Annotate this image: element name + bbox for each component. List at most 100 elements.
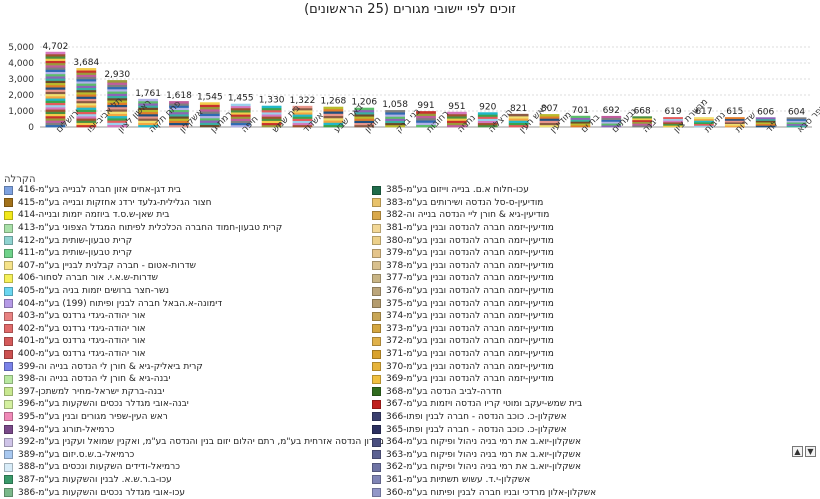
bar-segment [107,91,128,94]
bar-segment [416,122,436,126]
legend-swatch [4,462,13,472]
bar-segment [477,116,498,119]
legend-item[interactable]: אשקלון-כ. כוכב הנדסה - חברה לבנין ופתו-3… [372,423,752,436]
legend-item[interactable]: אשקלון-י.ד. עשוש תשתיות בע"מ-361 [372,474,752,487]
legend-item[interactable]: אור יהודה-גיגדי גרדנס בע"מ-403 [4,310,384,323]
legend-item[interactable]: נשר-חצר ברושים יזמות בניה בע"מ-405 [4,285,384,298]
legend-item[interactable]: מודיעין-ס-סל הנדסה ושירותים בע"מ-383 [372,197,752,210]
legend-item[interactable]: כרמיאל-תורוג בע"מ-394 [4,423,384,436]
bar-segment [199,113,220,117]
bar-segment [632,119,653,122]
value-label: 3,684 [73,58,99,68]
bar-segment [76,107,97,110]
legend-title: הקרלה [4,174,36,185]
bar-segment [138,122,158,126]
legend-label: מודיעין-יזמה חברה להנדסה ובנין בע"מ-373 [386,323,554,334]
bar-segment [632,125,653,128]
bar-segment [107,95,128,99]
legend-item[interactable]: מודיעין-יזמה חברה להנדסה ובנין בע"מ-370 [372,360,752,373]
legend-item[interactable]: מודיעין-יזמה חברה להנדסה ובנין בע"מ-373 [372,323,752,336]
bar-segment [446,120,467,123]
legend-item[interactable]: יבנה-גיא & חורן לי הנדסה בנייה וה-398 [4,373,384,386]
bar-segment [385,116,406,119]
legend-scroll-up-button[interactable]: ▲ [792,446,803,457]
legend-item[interactable]: מודיעין-גיא & חורן ליי הנדסה בנייה וה-38… [372,209,752,222]
legend-item[interactable]: אור יהודה-גיגדי גרדנס בע"מ-402 [4,323,384,336]
legend-item[interactable]: מודיעין-יזמה חברה להנדסה ובנין בע"מ-377 [372,272,752,285]
legend-item[interactable]: אור יהודה-גיגדי גרדנס בע"מ-400 [4,348,384,361]
legend-item[interactable]: מודיעין-יזמה חברה להנדסה ובנין בע"מ-372 [372,335,752,348]
legend-swatch [4,387,13,397]
legend-item[interactable]: מודיעין-יזמה חברה להנדסה ובנין בע"מ-380 [372,234,752,247]
legend-label: אור יהודה-גיגדי גרדנס בע"מ-401 [18,336,146,347]
bar-segment [786,118,807,121]
legend-label: עכו-ב.ר.ש.א. לבנין והשקעות בע"מ-387 [18,474,172,485]
legend-item[interactable]: יבנה-אובי מגדלר נכסים והשקעות בע"מ-396 [4,398,384,411]
legend-item[interactable]: מודיעין-יזמה חברה להנדסה ובנין בע"מ-369 [372,373,752,386]
bar-segment [261,120,282,124]
legend-swatch [372,299,381,309]
bar-segment [632,123,653,126]
legend-item[interactable]: יבנה-ברקת ישראל-מחיר למשתכן-397 [4,386,384,399]
legend-label: מודיעין-גיא & חורן ליי הנדסה בנייה וה-38… [386,210,550,221]
legend-item[interactable]: בית דגן-אחים אזון חברה לבנייה בע"מ-416 [4,184,384,197]
legend-scroll-down-button[interactable]: ▼ [805,446,816,457]
legend-item[interactable]: מודיעין-יזמה חברה להנדסה ובנין בע"מ-371 [372,348,752,361]
legend-item[interactable]: מודיעין-יזמה חברה להנדסה ובנין בע"מ-378 [372,260,752,273]
value-label: 668 [634,106,651,116]
bar-segment [663,120,683,123]
legend-item[interactable]: קרית טבעון-חמוד החברה הכלכלית לפיתוח המג… [4,222,384,235]
legend-item[interactable]: דימונה-א.הבאל חברה לבנין ופיתוח (199) בע… [4,297,384,310]
legend-label: אשקלון-יוא.ב את רמי בניה ניהול ופיקוח בע… [386,449,581,460]
legend-item[interactable]: מודיעין-יזמה חברה להנדסה ובנין בע"מ-381 [372,222,752,235]
legend-item[interactable]: כרמיאל-ב.ש.ס.יזום בע"מ-389 [4,448,384,461]
bar-segment [755,125,776,128]
bar-segment [169,122,189,126]
bar-segment [45,73,66,77]
legend-item[interactable]: חדרה-לביב הנדסה בע"מ-368 [372,386,752,399]
legend-item[interactable]: עכו-אובי מגדלר נכסים והשקעות בע"מ-386 [4,486,384,499]
legend-item[interactable]: חצור הגלילית-גלעד ירדנ אחזקות ובנייה בע"… [4,197,384,210]
legend-item[interactable]: מודיעין-יזמה חברה להנדסה ובנין בע"מ-376 [372,285,752,298]
bar-segment [107,120,128,123]
legend-label: שדרות-אטום - חברה קבלנית לבניין בע"מ-407 [18,260,197,271]
bar-segment [354,111,375,115]
legend-swatch [4,475,13,485]
legend-item[interactable]: מודיעין-יזמה חברה להנדסה ובנין בע"מ-379 [372,247,752,260]
legend-item[interactable]: עכו-חלוח א.ם. בנייה וייזום בע"מ-385 [372,184,752,197]
legend-swatch [372,223,381,233]
legend-item[interactable]: קרית טבעון-שותית בע"מ-412 [4,234,384,247]
legend-item[interactable]: קרית ביאליק-גיא & חורן לי הנדסה בנייה וה… [4,360,384,373]
bar-segment [169,114,189,117]
legend-item[interactable]: אור יהודה-גיגדי גרדנס בע"מ-401 [4,335,384,348]
chevron-down-icon: ▼ [807,447,814,456]
legend-item[interactable]: ראש העין-שפיר מגורים ובנין בע"מ-395 [4,411,384,424]
legend-item[interactable]: אשקלון-יוא.ב את רמי בניה ניהול ופיקוח בע… [372,448,752,461]
legend-item[interactable]: כרמיאל-אמגרון הנדסה אזרחית בע"מ, רתם יהל… [4,436,384,449]
bar-segment [107,86,128,90]
bar-segment [632,116,653,119]
legend-item[interactable]: שדרות-ש.א.י. אור חברה לסחור-406 [4,272,384,285]
legend-item[interactable]: אשקלון-כ. כוכב הנדסה - חברה לבנין ופתו-3… [372,411,752,424]
legend-item[interactable]: מודיעין-יזמה חברה להנדסה ובנין בע"מ-375 [372,297,752,310]
legend-item[interactable]: בית שמש-יעקב ומוטי קריו הנדסה ויזמות בע"… [372,398,752,411]
bar-segment [385,120,406,124]
legend-item[interactable]: מודיעין-יזמה חברה להנדסה ובנין בע"מ-374 [372,310,752,323]
legend-item[interactable]: אשקלון-אלון מרדכי ובניו חברה לבנין ופיתו… [372,486,752,499]
stacked-bar [632,116,653,128]
legend-swatch [4,412,13,422]
legend-item[interactable]: בית שאן-ש.ס.ד ביוזמה יזמות ובנייה-414 [4,209,384,222]
bar-segment [446,116,467,119]
bar-segment [385,118,406,121]
legend-item[interactable]: שדרות-אטום - חברה קבלנית לבניין בע"מ-407 [4,260,384,273]
bar-segment [446,122,467,126]
legend-item[interactable]: קרית טבעון-שותית בע"מ-411 [4,247,384,260]
bar-segment [76,94,97,97]
bar-segment [138,105,158,108]
legend-item[interactable]: אשקלון-יוא.ב את רמי בניה ניהול ופיקוח בע… [372,436,752,449]
stacked-bar [169,101,189,128]
bar-segment [261,114,282,117]
legend-swatch [372,488,381,498]
value-label: 821 [510,104,527,114]
legend-item[interactable]: עכו-ב.ר.ש.א. לבנין והשקעות בע"מ-387 [4,474,384,487]
